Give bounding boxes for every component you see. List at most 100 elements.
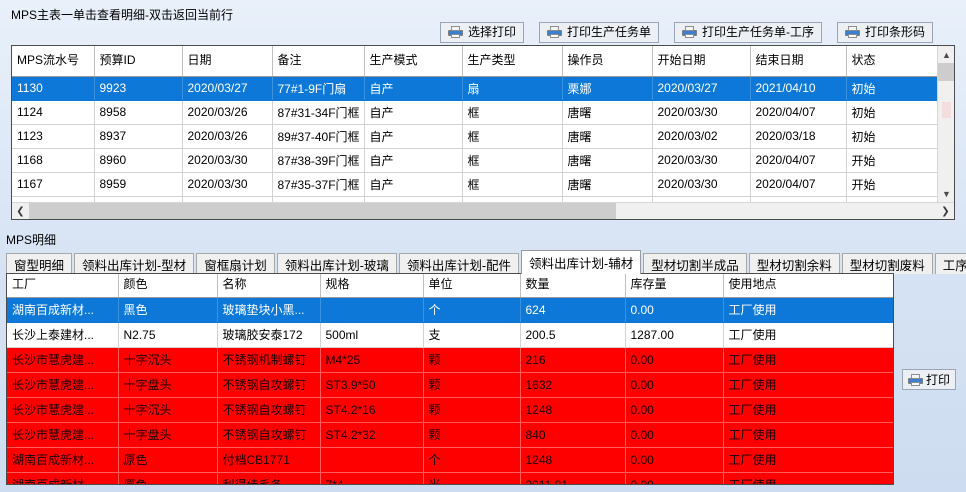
table-cell[interactable]: 长沙市慧虎建... [7, 372, 119, 398]
table-cell[interactable]: 89#37-40F门框 [272, 124, 365, 149]
table-cell[interactable]: 工厂使用 [723, 372, 893, 398]
column-header-3[interactable]: 备注 [272, 46, 365, 77]
table-cell[interactable]: 840 [520, 422, 626, 448]
table-cell[interactable]: 自产 [364, 100, 463, 125]
table-cell[interactable]: 8959 [94, 172, 183, 197]
print-button[interactable]: 打印 [902, 369, 957, 390]
column-header-7[interactable]: 使用地点 [723, 274, 893, 298]
table-row[interactable]: 1123 8937 2020/03/26 89#37-40F门框 自产框唐曙 2020/0… [12, 124, 938, 149]
tab-3[interactable]: 领料出库计划-玻璃 [276, 253, 397, 274]
table-cell[interactable]: 200.5 [520, 322, 626, 348]
table-cell[interactable]: 7*4 [320, 472, 424, 484]
table-cell[interactable]: 长沙市慧虎建... [7, 347, 119, 373]
table-cell[interactable]: 87#35-37F门框 [272, 172, 365, 197]
table-cell[interactable]: 0.00 [625, 397, 724, 423]
table-cell[interactable]: 湖南百成新材... [7, 447, 119, 473]
tab-4[interactable]: 领料出库计划-配件 [398, 253, 520, 274]
table-cell[interactable]: 不锈钢机制螺钉 [217, 347, 321, 373]
table-cell[interactable]: N2.75 [118, 322, 218, 348]
table-cell[interactable]: 2020/03/30 [652, 172, 751, 197]
table-cell[interactable]: 框 [462, 100, 563, 125]
table-row[interactable]: 长沙上泰建材... N2.75 玻璃胶安泰172 500ml 支 200.5 1287.00… [7, 322, 893, 348]
table-cell[interactable] [364, 196, 463, 202]
table-cell[interactable]: M4*25 [320, 347, 424, 373]
table-cell[interactable]: 工厂使用 [723, 297, 893, 323]
tab-2[interactable]: 窗框扇计划 [196, 253, 275, 274]
table-cell[interactable]: 1168 [12, 148, 95, 173]
toolbar-print-button-3[interactable]: 打印生产任务单-工序 [674, 21, 823, 43]
table-cell[interactable]: 颗 [423, 347, 521, 373]
column-header-5[interactable]: 数量 [520, 274, 626, 298]
table-cell[interactable]: 工厂使用 [723, 397, 893, 423]
column-header-2[interactable]: 名称 [217, 274, 321, 298]
table-cell[interactable]: 工厂使用 [723, 322, 893, 348]
table-cell[interactable]: 8937 [94, 124, 183, 149]
table-cell[interactable]: 支 [423, 322, 521, 348]
table-cell[interactable]: 2020/03/30 [652, 148, 751, 173]
tab-9[interactable]: 工序 [934, 253, 966, 274]
table-cell[interactable]: 2020/04/07 [750, 100, 847, 125]
table-cell[interactable] [182, 196, 273, 202]
table-cell[interactable]: 2020/03/26 [182, 124, 273, 149]
table-cell[interactable]: ST3.9*50 [320, 372, 424, 398]
table-cell[interactable] [562, 196, 653, 202]
table-cell[interactable]: 2911.81 [520, 472, 626, 484]
table-cell[interactable]: 原色 [118, 472, 218, 484]
table-cell[interactable]: 栗娜 [562, 76, 653, 101]
column-header-4[interactable]: 单位 [423, 274, 521, 298]
table-cell[interactable]: 87#38-39F门框 [272, 148, 365, 173]
column-header-7[interactable]: 开始日期 [652, 46, 751, 77]
table-cell[interactable]: 扇 [462, 76, 563, 101]
table-cell[interactable]: 自产 [364, 148, 463, 173]
table-cell[interactable]: 自产 [364, 172, 463, 197]
table-cell[interactable]: 十字盘头 [118, 372, 218, 398]
table-cell[interactable]: 框 [462, 172, 563, 197]
table-cell[interactable]: 框 [462, 148, 563, 173]
column-header-0[interactable]: 工厂 [7, 274, 119, 298]
scroll-left-arrow-icon[interactable]: ❮ [16, 205, 25, 217]
table-cell[interactable]: 2020/03/30 [182, 148, 273, 173]
table-cell[interactable]: 216 [520, 347, 626, 373]
column-header-9[interactable]: 状态 [846, 46, 938, 77]
table-cell[interactable]: 长沙上泰建材... [7, 322, 119, 348]
column-header-2[interactable]: 日期 [182, 46, 273, 77]
column-header-5[interactable]: 生产类型 [462, 46, 563, 77]
table-cell[interactable]: 长沙市慧虎建... [7, 397, 119, 423]
table-cell[interactable]: 十字盘头 [118, 422, 218, 448]
table-cell[interactable]: 0.00 [625, 447, 724, 473]
table-cell[interactable]: 湖南百成新材... [7, 472, 119, 484]
column-header-3[interactable]: 规格 [320, 274, 424, 298]
table-row[interactable]: 1124 8958 2020/03/26 87#31-34F门框 自产框唐曙 2020/0… [12, 100, 938, 125]
table-cell[interactable]: 唐曙 [562, 172, 653, 197]
table-cell[interactable]: 原色 [118, 447, 218, 473]
table-row[interactable]: 湖南百成新材... 原色 利得佳毛条 7*4 米 2911.81 0.00 工厂使用 [7, 472, 893, 484]
table-cell[interactable]: 2020/03/30 [182, 172, 273, 197]
table-cell[interactable]: 米 [423, 472, 521, 484]
table-cell[interactable]: 初始 [846, 76, 938, 101]
table-cell[interactable]: 付档CB1771 [217, 447, 321, 473]
table-cell[interactable]: 工厂使用 [723, 347, 893, 373]
table-cell[interactable]: 8960 [94, 148, 183, 173]
tab-6[interactable]: 型材切割半成品 [643, 253, 747, 274]
table-cell[interactable]: 1124 [12, 100, 95, 125]
table-cell[interactable]: 2020/03/02 [652, 124, 751, 149]
mps-master-grid[interactable]: MPS流水号 预算ID 日期 备注 生产模式 生产类型 操作员 开始日期 结束日期 状态 1130… [11, 45, 955, 220]
table-cell[interactable]: 唐曙 [562, 124, 653, 149]
table-cell[interactable]: 1248 [520, 397, 626, 423]
table-row[interactable]: 1168 8960 2020/03/30 87#38-39F门框 自产框唐曙 2020/0… [12, 148, 938, 173]
table-cell[interactable]: 2021/04/10 [750, 76, 847, 101]
toolbar-print-button-1[interactable]: 选择打印 [440, 21, 525, 43]
tab-1[interactable]: 领料出库计划-型材 [74, 253, 195, 274]
table-cell[interactable] [462, 196, 563, 202]
table-cell[interactable]: 玻璃胶安泰172 [217, 322, 321, 348]
column-header-1[interactable]: 预算ID [94, 46, 183, 77]
table-row[interactable] [12, 196, 938, 202]
table-cell[interactable]: 湖南百成新材... [7, 297, 119, 323]
table-cell[interactable]: 不锈钢自攻螺钉 [217, 372, 321, 398]
table-cell[interactable]: 十字沉头 [118, 397, 218, 423]
table-cell[interactable]: 十字沉头 [118, 347, 218, 373]
table-row[interactable]: 湖南百成新材... 原色 付档CB1771 个 1248 0.00 工厂使用 [7, 447, 893, 473]
table-cell[interactable]: 2020/04/07 [750, 172, 847, 197]
table-cell[interactable]: 唐曙 [562, 100, 653, 125]
table-cell[interactable] [12, 196, 95, 202]
